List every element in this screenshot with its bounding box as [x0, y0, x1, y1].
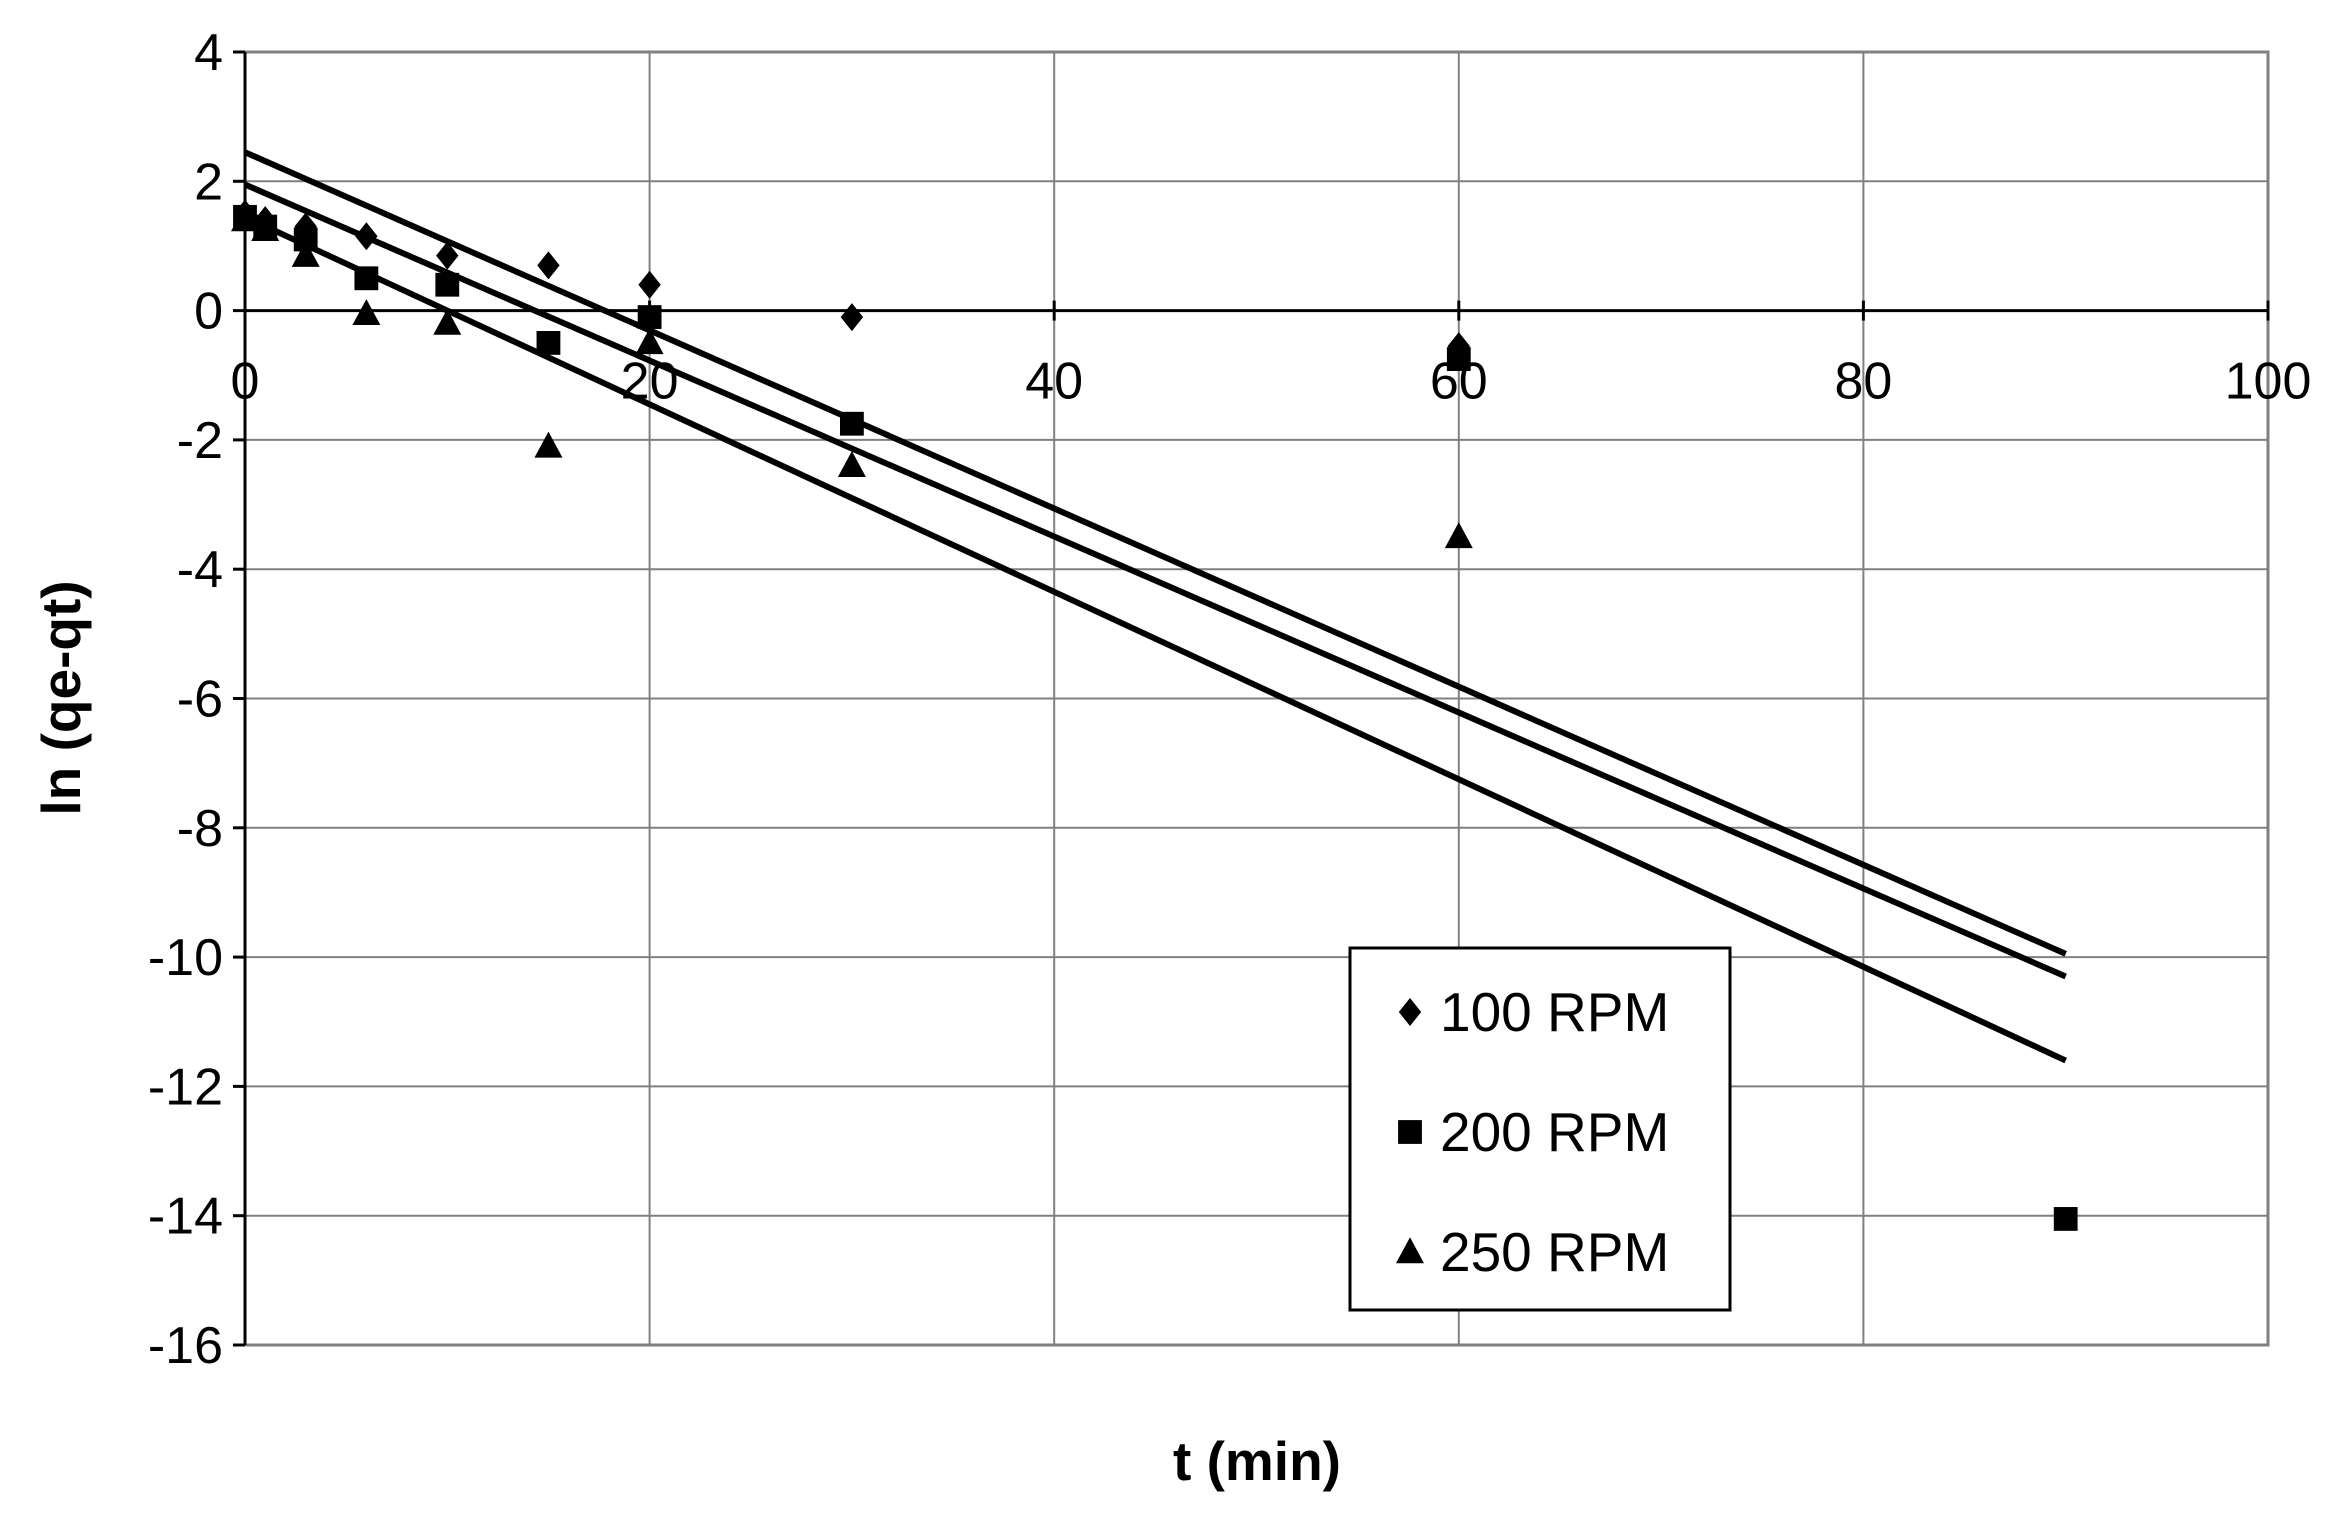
y-tick-labels: 4 2 0 -2 -4 -6 -8 -10 -12 -14 -16: [148, 24, 223, 1375]
y-tick-label-9: -14: [148, 1188, 223, 1246]
point-series-0-7: [840, 303, 864, 332]
x-tick-labels: 0 20 40 60 80 100: [231, 353, 2312, 411]
legend-label-2: 250 RPM: [1440, 1221, 1669, 1283]
y-tick-label-8: -12: [148, 1058, 223, 1116]
point-series-2-0: [231, 205, 259, 232]
point-series-0-4: [436, 241, 459, 270]
y-tick-label-4: -4: [177, 541, 223, 599]
point-series-2-4: [433, 308, 462, 335]
point-series-2-8: [1444, 522, 1473, 549]
axis-ticks: [233, 50, 2270, 1347]
x-tick-label-1: 20: [621, 353, 679, 411]
point-series-1-8: [1446, 347, 1471, 371]
y-tick-label-6: -8: [177, 800, 223, 858]
point-series-1-5: [536, 331, 561, 355]
legend-marker-1: [1398, 1120, 1422, 1144]
point-series-2-1: [251, 215, 280, 241]
y-tick-label-5: -6: [177, 671, 223, 729]
y-tick-label-10: -16: [148, 1317, 223, 1375]
point-series-1-7: [840, 411, 864, 436]
trendlines: [243, 149, 2067, 1064]
y-tick-label-0: 4: [194, 24, 223, 82]
y-tick-label-1: 2: [194, 153, 223, 211]
point-series-1-3: [354, 266, 379, 291]
trendline-series-0: [243, 149, 2067, 957]
legend-label-1: 200 RPM: [1440, 1101, 1669, 1163]
legend-marker-2: [1396, 1237, 1424, 1264]
x-tick-label-0: 0: [231, 353, 260, 411]
trendline-series-2: [243, 214, 2067, 1064]
y-tick-label-2: 0: [194, 283, 223, 341]
point-series-1-6: [637, 305, 662, 329]
y-axis-title: ln (qe-qt): [30, 580, 92, 815]
y-tick-label-3: -2: [177, 412, 223, 470]
point-series-1-2: [293, 227, 318, 252]
point-series-2-5: [534, 431, 563, 458]
x-tick-label-5: 100: [2225, 353, 2312, 411]
x-tick-label-3: 60: [1430, 353, 1488, 411]
point-series-2-2: [291, 240, 320, 267]
legend-marker-0: [1398, 998, 1422, 1026]
point-series-0-5: [537, 251, 560, 280]
point-series-0-3: [355, 222, 378, 251]
data-points: [231, 199, 2078, 1231]
x-tick-label-2: 40: [1025, 353, 1083, 411]
x-tick-label-4: 80: [1834, 353, 1892, 411]
point-series-2-6: [635, 328, 664, 355]
point-series-0-6: [638, 270, 661, 299]
point-series-2-3: [352, 299, 381, 326]
y-tick-label-7: -10: [148, 929, 223, 987]
x-axis-title: t (min): [1173, 1430, 1341, 1492]
point-series-2-7: [837, 451, 866, 477]
trendline-series-1: [243, 181, 2067, 980]
point-series-1-4: [435, 272, 460, 297]
legend: 100 RPM 200 RPM 250 RPM: [1348, 946, 1732, 1312]
legend-label-0: 100 RPM: [1440, 981, 1669, 1043]
point-series-1-9: [2053, 1207, 2078, 1231]
